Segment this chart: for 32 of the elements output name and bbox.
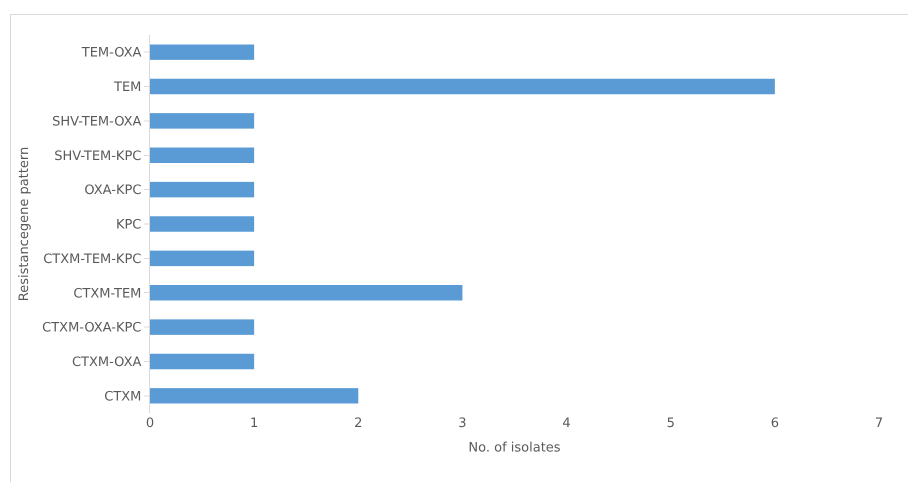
bar	[150, 216, 254, 232]
bar	[150, 250, 254, 266]
y-tick-label: TEM	[113, 80, 142, 96]
x-tick-label: 4	[562, 416, 571, 431]
y-tick-label: SHV-TEM-KPC	[54, 148, 142, 164]
y-tick-label: CTXM-OXA	[72, 355, 142, 370]
bar	[150, 354, 254, 370]
x-tick-label: 6	[770, 416, 779, 431]
bar	[150, 319, 254, 335]
y-tick-label: CTXM-OXA-KPC	[42, 320, 142, 336]
x-axis-title: No. of isolates	[468, 440, 561, 456]
y-tick-label: OXA-KPC	[84, 183, 142, 198]
bar	[150, 285, 462, 300]
x-tick-label: 5	[666, 416, 675, 431]
x-tick-label: 2	[354, 416, 362, 431]
y-tick-label: CTXM-TEM-KPC	[43, 252, 142, 267]
bar	[150, 113, 254, 129]
y-tick-label: CTXM-TEM	[73, 286, 142, 302]
y-tick-label: TEM-OXA	[80, 46, 142, 61]
y-tick-label: CTXM	[104, 389, 142, 404]
x-tick-label: 0	[146, 416, 154, 431]
bar	[150, 388, 358, 404]
x-tick-label: 1	[250, 416, 258, 431]
bar	[150, 182, 254, 198]
y-tick-label: SHV-TEM-OXA	[52, 114, 142, 130]
y-tick-label: KPC	[116, 218, 142, 233]
bar	[150, 148, 254, 163]
bar	[150, 44, 254, 60]
x-tick-label: 3	[458, 416, 467, 431]
bar	[150, 78, 775, 94]
y-axis-title: Resistancegene pattern	[17, 146, 32, 302]
x-tick-label: 7	[874, 416, 884, 431]
